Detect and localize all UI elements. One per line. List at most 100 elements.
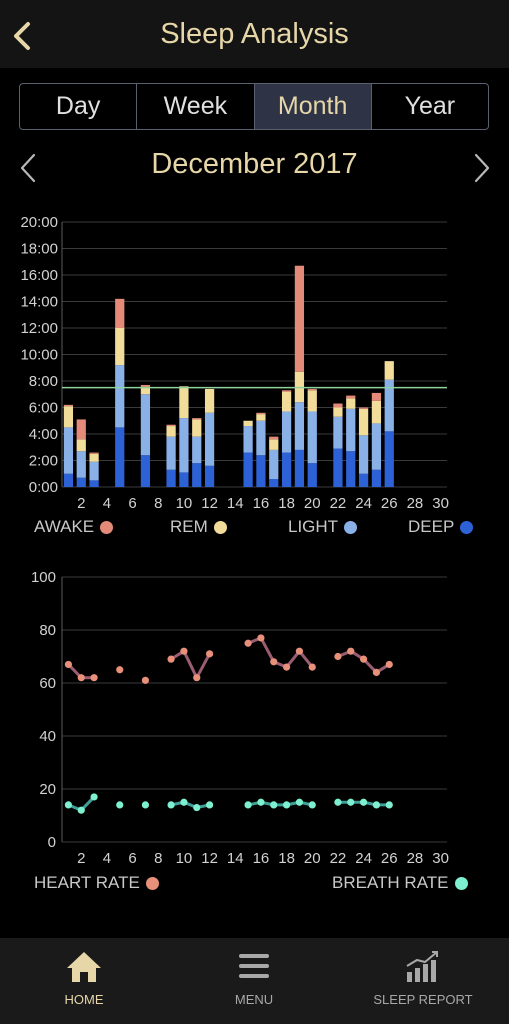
rate-legend: HEART RATE BREATH RATE xyxy=(0,873,509,897)
bar-awake xyxy=(281,390,292,392)
x-tick-label: 14 xyxy=(227,850,244,867)
heart-rate-point xyxy=(295,647,304,655)
chevron-left-icon[interactable] xyxy=(14,150,42,186)
heart-rate-point xyxy=(372,668,381,676)
x-tick-label: 4 xyxy=(103,850,111,867)
tab-year[interactable]: Year xyxy=(404,92,456,120)
heart-rate-point xyxy=(347,647,355,655)
legend-breath-rate: BREATH RATE xyxy=(332,873,468,893)
bar-rem xyxy=(76,439,86,452)
bar-awake xyxy=(358,407,369,409)
bar-awake xyxy=(192,418,202,420)
x-tick-label: 18 xyxy=(278,850,295,867)
breath-rate-point xyxy=(205,801,214,809)
breath-rate-point xyxy=(359,798,368,806)
legend-heart-rate-label: HEART RATE xyxy=(34,873,140,892)
bar-rem xyxy=(140,387,151,395)
bar-awake xyxy=(269,436,279,440)
x-tick-label: 12 xyxy=(201,495,218,512)
legend-awake-label: AWAKE xyxy=(34,517,95,536)
x-tick-label: 26 xyxy=(381,495,398,512)
heart-rate-point xyxy=(141,676,150,684)
bar-light xyxy=(76,451,86,478)
bar-awake xyxy=(371,392,382,401)
x-tick-label: 8 xyxy=(154,850,162,867)
bar-light xyxy=(371,423,382,470)
legend-breath-rate-dot xyxy=(454,876,468,890)
tab-month[interactable]: Month xyxy=(254,84,372,129)
nav-sleep-report[interactable]: SLEEP REPORT xyxy=(366,938,480,1024)
bar-deep xyxy=(243,452,253,487)
bar-awake xyxy=(115,298,125,328)
y-tick-label: 0:00 xyxy=(29,479,58,496)
bar-light xyxy=(384,379,394,432)
bar-awake xyxy=(166,424,176,427)
breath-rate-point xyxy=(193,803,201,812)
bar-rem xyxy=(269,439,279,450)
bar-light xyxy=(204,412,215,466)
bar-deep xyxy=(307,463,317,487)
tab-day[interactable]: Day xyxy=(20,84,138,129)
breath-rate-point xyxy=(270,801,278,809)
y-tick-label: 20 xyxy=(39,781,56,798)
x-tick-label: 30 xyxy=(432,850,449,867)
heart-rate-point xyxy=(308,663,316,671)
bar-deep xyxy=(256,455,266,487)
heart-rate-point xyxy=(90,674,98,682)
nav-home-label: HOME xyxy=(64,992,104,1007)
y-tick-label: 18:00 xyxy=(20,241,58,258)
bar-awake xyxy=(63,404,74,407)
y-tick-label: 10:00 xyxy=(20,347,58,364)
bar-awake xyxy=(294,265,305,372)
bar-awake xyxy=(76,419,86,440)
legend-light-label: LIGHT xyxy=(288,517,339,536)
bottom-nav: HOME MENU SLEEP REPORT xyxy=(0,938,509,1024)
heart-rate-point xyxy=(282,663,291,671)
bar-deep xyxy=(269,479,279,487)
x-tick-label: 20 xyxy=(304,495,321,512)
bar-rem xyxy=(89,453,99,462)
legend-rem-label: REM xyxy=(170,517,208,536)
month-selector: December 2017 xyxy=(0,144,509,190)
chevron-right-icon[interactable] xyxy=(468,150,496,186)
x-tick-label: 4 xyxy=(103,495,111,512)
breath-rate-point xyxy=(385,801,393,809)
bar-deep xyxy=(294,449,305,487)
bar-deep xyxy=(346,451,356,487)
breath-rate-point xyxy=(372,801,381,809)
home-icon xyxy=(67,952,101,982)
x-tick-label: 22 xyxy=(330,850,347,867)
bar-light xyxy=(140,394,151,456)
heart-rate-point xyxy=(116,666,124,674)
bar-rem xyxy=(371,400,382,424)
breath-rate-point xyxy=(167,801,175,809)
y-tick-label: 2:00 xyxy=(29,453,58,470)
bar-rem xyxy=(192,419,202,437)
heart-rate-point xyxy=(334,652,342,661)
back-icon[interactable] xyxy=(6,16,40,56)
breath-rate-point xyxy=(282,801,291,809)
bar-deep xyxy=(179,472,189,487)
x-tick-label: 6 xyxy=(128,495,136,512)
menu-icon xyxy=(239,954,269,978)
breath-rate-point xyxy=(116,801,124,809)
bar-deep xyxy=(358,473,369,487)
bar-rem xyxy=(384,361,394,380)
bar-light xyxy=(89,461,99,481)
tab-week[interactable]: Week xyxy=(137,84,255,129)
bar-deep xyxy=(166,469,176,487)
y-tick-label: 20:00 xyxy=(20,214,58,231)
x-tick-label: 30 xyxy=(432,495,449,512)
x-tick-label: 20 xyxy=(304,850,321,867)
bar-deep xyxy=(384,431,394,487)
x-tick-label: 16 xyxy=(253,495,270,512)
nav-home[interactable]: HOME xyxy=(44,938,124,1024)
breath-rate-point xyxy=(77,806,85,814)
breath-rate-point xyxy=(257,798,265,806)
y-tick-label: 8:00 xyxy=(29,373,58,390)
heart-rate-point xyxy=(359,655,368,663)
nav-menu[interactable]: MENU xyxy=(214,938,294,1024)
bar-rem xyxy=(179,386,189,419)
legend-deep-dot xyxy=(460,520,474,534)
